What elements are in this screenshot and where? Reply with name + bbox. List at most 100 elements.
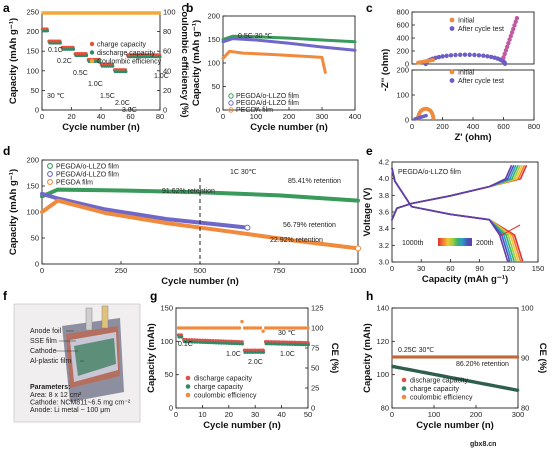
b-y-tick-label: 50 xyxy=(212,82,220,91)
a-x-tick-label: 0 xyxy=(40,112,44,121)
b-series-2-line xyxy=(221,49,327,74)
panel-label-b: b xyxy=(186,1,193,15)
c-after-point xyxy=(440,54,445,59)
g-ce-point xyxy=(237,326,242,330)
a-rate-label-6: 3.0C xyxy=(122,107,137,114)
e-title: PEGDA/o-LLZO film xyxy=(398,169,461,176)
d-x-tick-label: 250 xyxy=(115,266,128,275)
panel-label-g: g xyxy=(150,289,157,303)
c-after-point xyxy=(467,52,472,57)
g-temp-label: 30 ℃ xyxy=(278,330,296,337)
d-y-tick-label: 0 xyxy=(35,260,39,269)
g-ce-point xyxy=(264,326,268,330)
f-tab-left xyxy=(85,307,93,331)
g-charge-point xyxy=(267,342,271,346)
c-after-tail-point xyxy=(509,30,515,35)
g-y-axis-label: Capacity (mAh) xyxy=(146,323,157,393)
g-ce-point xyxy=(279,326,284,330)
g-ce-point xyxy=(221,326,226,330)
g-ce-point xyxy=(290,326,294,330)
g-charge-point xyxy=(304,343,308,347)
g-charge-point xyxy=(230,341,234,346)
b-legend-entry-1: PEGDA/d-LLZO film xyxy=(236,100,299,107)
g-charge-point xyxy=(195,340,200,344)
f-params-title: Parameters: xyxy=(30,384,70,391)
a-discharge-point xyxy=(45,29,50,33)
panel-label-f: f xyxy=(3,289,8,303)
g-charge-point xyxy=(243,350,247,354)
g-charge-point xyxy=(306,343,310,347)
e-x-tick-label: 60 xyxy=(446,264,454,273)
c-after-tail-point xyxy=(504,44,510,49)
a-y-tick-label: 100 xyxy=(26,66,39,75)
a-discharge-point xyxy=(98,59,102,63)
c-after-point xyxy=(481,53,486,58)
d-annotation-1: 85.41% retention xyxy=(288,178,341,185)
e-y-tick-label: 3.6 xyxy=(379,208,389,217)
g-x-tick-label: 10 xyxy=(198,410,206,419)
g-ce-point xyxy=(219,326,223,330)
g-rate-label-1: 1.0C xyxy=(226,351,241,358)
a-rate-label-3: 1.0C xyxy=(88,81,103,88)
h-legend-marker-1 xyxy=(401,386,407,391)
b-legend-marker-2 xyxy=(228,107,234,113)
b-y-axis-label: Capacity (mAh g⁻¹) xyxy=(191,20,202,106)
d-x-tick-label: 500 xyxy=(194,266,207,275)
h-y2-tick-label: 80 xyxy=(521,404,529,413)
g-x-tick-label: 50 xyxy=(304,410,312,419)
a-legend-entry-1: discharge capacity xyxy=(97,50,155,57)
h-x-tick-label: 300 xyxy=(512,410,525,419)
a-y-tick-label: 200 xyxy=(26,27,39,36)
g-y2-tick-label: 50 xyxy=(311,364,319,373)
g-ce-point xyxy=(271,326,276,330)
g-ce-point xyxy=(248,326,252,330)
c-y-tick-label-bottom: 100 xyxy=(396,91,409,100)
h-y-tick-label: 140 xyxy=(376,304,389,313)
g-ce-point xyxy=(213,326,218,330)
c-after-tail-point xyxy=(513,19,518,24)
g-ce-point xyxy=(229,326,234,330)
g-charge-point xyxy=(248,350,252,354)
c-y-tick-label-top: 800 xyxy=(396,8,409,17)
g-x-tick-label: 20 xyxy=(225,410,233,419)
g-ce-point xyxy=(287,326,292,330)
c-x-tick-label: 800 xyxy=(528,122,541,131)
c-after-point xyxy=(458,52,463,57)
e-y-tick-label: 3.0 xyxy=(379,258,389,267)
a-legend-entry-2: Coulombic efficiency xyxy=(97,59,162,66)
a-legend-marker-0 xyxy=(89,41,95,47)
g-charge-point xyxy=(235,342,239,346)
c-x-axis-label: Z' (ohm) xyxy=(454,132,491,143)
g-charge-point xyxy=(198,340,202,344)
d-legend-marker-1 xyxy=(47,171,53,177)
c-after-point xyxy=(448,53,454,58)
h-retention-label: 86.20% retention xyxy=(456,361,509,368)
g-legend-entry-2: coulombic efficiency xyxy=(194,393,257,400)
g-ce-point xyxy=(216,326,220,330)
c-x-tick-label: 400 xyxy=(467,122,480,131)
f-layer-label-2: Cathode xyxy=(30,348,57,355)
g-plot-frame xyxy=(175,307,309,409)
g-ce-point xyxy=(277,326,281,330)
c-legend-entry-bottom-0: Initial xyxy=(458,70,475,77)
b-series-0-line xyxy=(221,34,357,44)
f-param-0: Area: 8 x 12 cm² xyxy=(30,392,82,399)
c-legend-entry-top-1: After cycle test xyxy=(458,26,504,33)
g-legend-marker-1 xyxy=(185,384,191,389)
h-y-tick-label: 120 xyxy=(376,337,389,346)
c-after-tail-point xyxy=(508,33,514,39)
c-after-point xyxy=(488,54,494,60)
c-after-point xyxy=(476,53,482,58)
c-y-tick-label-top: 400 xyxy=(396,34,409,43)
a-x-tick-label: 20 xyxy=(67,112,75,121)
c-x-tick-label: 0 xyxy=(410,122,414,131)
g-x-axis-label: Cycle number (n) xyxy=(203,420,281,431)
c-after-tail-point xyxy=(506,41,511,46)
g-charge-point xyxy=(272,342,276,346)
g-y-tick-label: 150 xyxy=(160,304,173,313)
g-charge-point xyxy=(180,335,184,339)
c-y-tick-label-bottom: 0 xyxy=(405,116,409,125)
b-x-axis-label: Cycle number (n) xyxy=(250,122,328,133)
c-after-tail-point xyxy=(503,48,509,53)
g-ce-point xyxy=(200,326,205,330)
